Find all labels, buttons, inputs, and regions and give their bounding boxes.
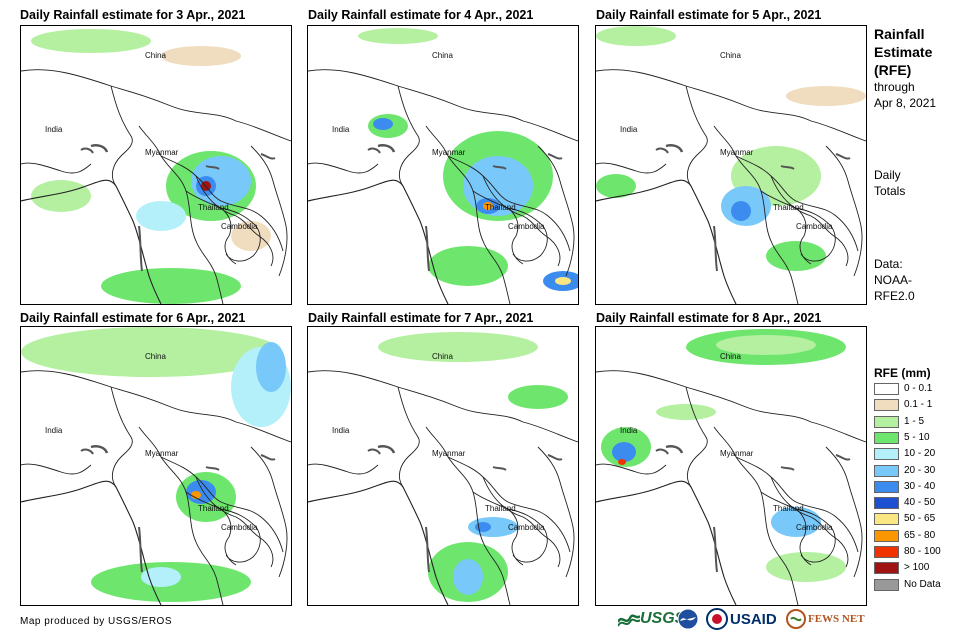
rainfall-map-3: China India Myanmar Thailand Cambodia [595,25,867,305]
sidebar-daily: Daily [874,168,901,182]
legend-swatch [874,562,899,575]
map-credit: Map produced by USGS/EROS [20,616,173,627]
legend-label: 20 - 30 [904,464,936,476]
panel-title-2: Daily Rainfall estimate for 4 Apr., 2021 [308,8,534,22]
panel-title-6: Daily Rainfall estimate for 8 Apr., 2021 [596,311,822,325]
rainfall-map-4: China India Myanmar Thailand Cambodia [20,326,292,606]
label-india: India [45,125,63,134]
label-myanmar: Myanmar [720,449,754,458]
panel-title-1: Daily Rainfall estimate for 3 Apr., 2021 [20,8,246,22]
rainfall-map-1: China India Myanmar Thailand Cambodia [20,25,292,305]
panel-title-5: Daily Rainfall estimate for 7 Apr., 2021 [308,311,534,325]
usgs-logo: USGS [618,608,685,630]
label-cambodia: Cambodia [508,222,545,231]
label-thailand: Thailand [485,504,516,513]
label-china: China [432,51,453,60]
sidebar-daily-totals: Daily Totals [874,167,905,199]
legend-swatch [874,448,899,461]
label-cambodia: Cambodia [796,222,833,231]
sidebar-totals: Totals [874,184,906,198]
label-myanmar: Myanmar [720,148,754,157]
sidebar-data-source: Data: NOAA- RFE2.0 [874,256,915,304]
legend-swatch [874,529,899,542]
legend-label: 5 - 10 [904,431,930,443]
fewsnet-wordmark: FEWS NET [808,613,865,625]
label-thailand: Thailand [198,203,229,212]
label-cambodia: Cambodia [221,523,258,532]
label-india: India [620,125,638,134]
label-cambodia: Cambodia [796,523,833,532]
legend-label: 30 - 40 [904,480,936,492]
rainfall-map-6: China India Myanmar Thailand Cambodia [595,326,867,606]
label-thailand: Thailand [773,203,804,212]
legend-title: RFE (mm) [874,366,931,380]
usaid-logo: USAID [706,608,777,630]
label-myanmar: Myanmar [145,148,179,157]
label-china: China [145,51,166,60]
noaa-emblem-icon [677,608,699,630]
sidebar-title-line3: (RFE) [874,62,912,78]
legend-swatch [874,480,899,493]
sidebar-data-label: Data: [874,257,903,271]
usaid-seal-icon [706,608,728,630]
panel-title-4: Daily Rainfall estimate for 6 Apr., 2021 [20,311,246,325]
legend-label: 65 - 80 [904,529,936,541]
legend-swatch [874,415,899,428]
legend-label: 50 - 65 [904,513,936,525]
noaa-logo [677,608,699,630]
fewsnet-logo: FEWS NET [786,608,865,630]
legend-swatch [874,399,899,412]
legend-label: No Data [904,578,941,590]
label-myanmar: Myanmar [432,148,466,157]
label-china: China [720,51,741,60]
sidebar-title: Rainfall Estimate (RFE) through Apr 8, 2… [874,25,936,111]
legend-swatch [874,464,899,477]
label-china: China [145,352,166,361]
legend-swatch [874,383,899,395]
rainfall-map-2: China India Myanmar Thailand Cambodia [307,25,579,305]
label-china: China [720,352,741,361]
legend-label: 0 - 0.1 [904,383,933,394]
label-myanmar: Myanmar [145,449,179,458]
usgs-wave-icon [618,614,640,627]
sidebar-title-line1: Rainfall [874,26,925,42]
panel-title-3: Daily Rainfall estimate for 5 Apr., 2021 [596,8,822,22]
sidebar-data-src2: RFE2.0 [874,289,915,303]
legend-swatch [874,578,899,591]
label-thailand: Thailand [773,504,804,513]
label-india: India [332,426,350,435]
legend-swatch [874,431,899,444]
label-china: China [432,352,453,361]
legend-label: 40 - 50 [904,497,936,509]
label-thailand: Thailand [485,203,516,212]
usgs-wordmark: USGS [640,610,686,627]
label-cambodia: Cambodia [508,523,545,532]
label-thailand: Thailand [198,504,229,513]
usaid-wordmark: USAID [730,610,777,628]
legend-swatch [874,497,899,510]
sidebar-date: Apr 8, 2021 [874,96,937,110]
legend-label: > 100 [904,562,930,574]
fewsnet-globe-icon [786,609,806,629]
legend-swatch [874,546,899,558]
sidebar-data-src1: NOAA- [874,273,913,287]
sidebar-through: through [874,80,915,94]
label-india: India [620,426,638,435]
label-india: India [332,125,350,134]
label-india: India [45,426,63,435]
legend-label: 80 - 100 [904,546,941,557]
legend-swatch [874,513,899,526]
legend-label: 1 - 5 [904,415,925,427]
rainfall-map-5: China India Myanmar Thailand Cambodia [307,326,579,606]
legend-label: 0.1 - 1 [904,399,933,411]
label-cambodia: Cambodia [221,222,258,231]
label-myanmar: Myanmar [432,449,466,458]
legend-label: 10 - 20 [904,448,936,460]
sidebar-title-line2: Estimate [874,44,933,60]
